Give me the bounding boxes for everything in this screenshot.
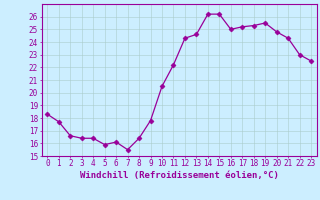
X-axis label: Windchill (Refroidissement éolien,°C): Windchill (Refroidissement éolien,°C) [80, 171, 279, 180]
